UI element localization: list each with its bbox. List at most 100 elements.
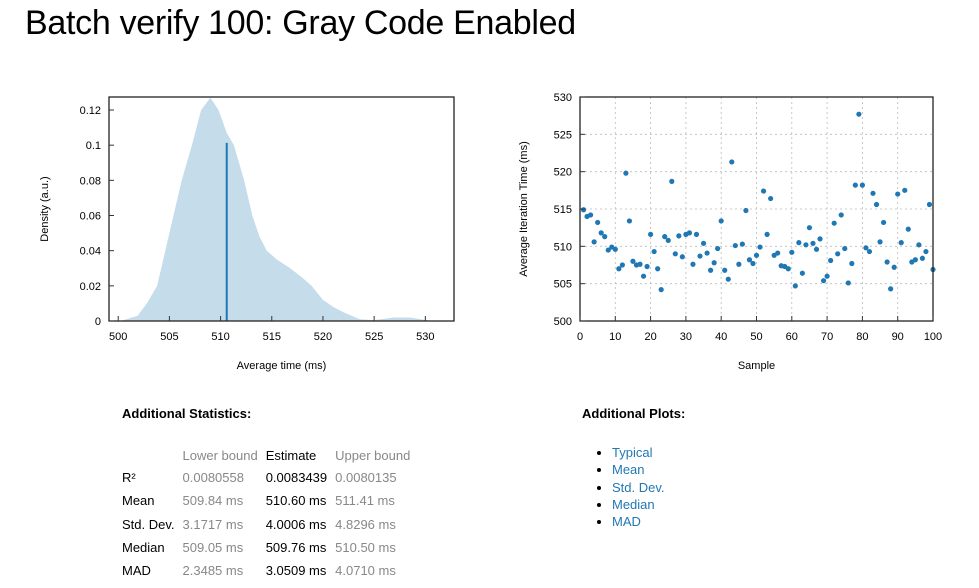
data-point xyxy=(760,188,767,194)
additional-statistics-heading: Additional Statistics: xyxy=(122,406,252,421)
data-point xyxy=(813,246,820,252)
data-point xyxy=(708,267,714,273)
x-axis-label: Average time (ms) xyxy=(237,360,327,372)
x-tick-label: 60 xyxy=(786,331,798,343)
data-point xyxy=(619,262,625,268)
table-row-mad: MAD 2.3485 ms 3.0509 ms 4.0710 ms xyxy=(118,559,414,582)
data-point xyxy=(898,240,904,246)
data-point xyxy=(665,237,671,243)
data-point xyxy=(630,258,636,264)
data-point xyxy=(662,234,668,240)
data-point xyxy=(799,270,805,276)
x-tick-label: 515 xyxy=(263,331,281,343)
lower-bound: 3.1717 ms xyxy=(182,516,244,532)
data-point xyxy=(849,260,855,267)
data-point xyxy=(591,239,597,245)
data-point xyxy=(598,230,604,236)
table-header-row: Lower bound Estimate Upper bound xyxy=(118,444,414,466)
page-title: Batch verify 100: Gray Code Enabled xyxy=(25,4,576,42)
list-item: MAD xyxy=(612,513,665,530)
data-point xyxy=(626,218,633,224)
x-tick-label: 0 xyxy=(577,331,583,343)
lower-bound: 509.05 ms xyxy=(182,540,244,556)
data-point xyxy=(891,264,897,270)
y-tick-label: 0.12 xyxy=(80,105,101,117)
upper-bound: 4.8296 ms xyxy=(335,516,396,532)
statistics-table: Lower bound Estimate Upper bound R² 0.008… xyxy=(118,444,414,582)
x-tick-label: 20 xyxy=(644,331,656,343)
data-point xyxy=(700,240,707,246)
header-lower-bound: Lower bound xyxy=(182,447,258,463)
upper-bound: 511.41 ms xyxy=(335,493,395,509)
data-point xyxy=(870,190,876,196)
lower-bound: 2.3485 ms xyxy=(182,563,244,579)
header-upper-bound: Upper bound xyxy=(335,447,411,463)
data-point xyxy=(750,260,756,267)
data-point xyxy=(856,111,862,117)
x-tick-label: 100 xyxy=(924,331,942,343)
data-point xyxy=(743,207,749,214)
row-label: MAD xyxy=(122,563,151,579)
data-point xyxy=(651,248,657,255)
data-point xyxy=(888,286,894,292)
upper-bound: 0.0080135 xyxy=(335,470,397,486)
data-point xyxy=(916,242,922,248)
data-point xyxy=(880,219,887,226)
density-plot[interactable]: 500 505 510 515 520 525 530 0 0.02 0.04 0.06 0.08 0.… xyxy=(39,96,455,372)
data-point xyxy=(768,195,774,202)
y-tick-label: 530 xyxy=(554,92,572,104)
data-point xyxy=(580,207,587,213)
upper-bound: 510.50 ms xyxy=(335,540,396,556)
row-label: Median xyxy=(122,540,165,556)
y-axis-label: Average Iteration Time (ms) xyxy=(518,141,530,277)
data-point xyxy=(711,260,717,266)
y-tick-label: 0.02 xyxy=(80,281,101,293)
data-point xyxy=(820,278,827,284)
data-point xyxy=(905,226,911,232)
std-dev-plot-link[interactable]: Std. Dev. xyxy=(612,479,665,495)
mean-plot-link[interactable]: Mean xyxy=(612,462,645,478)
data-point xyxy=(863,245,869,251)
data-point xyxy=(785,266,791,272)
typical-plot-link[interactable]: Typical xyxy=(612,445,653,460)
y-tick-label: 0 xyxy=(95,316,101,328)
data-point xyxy=(806,225,813,231)
iteration-times-plot[interactable]: 0 10 20 30 40 50 60 70 80 90 100 500 505 510 515 520 525… xyxy=(518,92,942,372)
x-tick-label: 50 xyxy=(750,331,762,343)
data-point xyxy=(644,263,650,270)
data-point xyxy=(753,252,760,258)
median-plot-link[interactable]: Median xyxy=(612,496,655,512)
data-point xyxy=(803,242,809,248)
mad-plot-link[interactable]: MAD xyxy=(612,514,641,530)
data-point xyxy=(817,236,823,242)
data-point xyxy=(828,257,834,264)
data-point xyxy=(764,231,770,237)
data-point xyxy=(640,273,647,279)
table-row-r2: R² 0.0080558 0.0083439 0.0080135 xyxy=(118,466,414,489)
data-point xyxy=(919,255,926,261)
lower-bound: 509.84 ms xyxy=(182,493,244,509)
data-point xyxy=(859,182,866,188)
data-point xyxy=(715,245,721,252)
list-item: Mean xyxy=(612,461,665,478)
plot-frame xyxy=(108,96,455,322)
header-estimate: Estimate xyxy=(265,447,317,463)
data-point xyxy=(616,266,622,272)
table-row-mean: Mean 509.84 ms 510.60 ms 511.41 ms xyxy=(118,489,414,512)
list-item: Std. Dev. xyxy=(612,479,665,496)
density-area xyxy=(120,97,434,321)
data-point xyxy=(739,241,745,247)
data-point xyxy=(757,244,763,250)
data-point xyxy=(725,276,731,282)
data-point xyxy=(595,219,601,226)
data-point xyxy=(697,253,703,259)
x-tick-label: 525 xyxy=(365,331,383,343)
additional-plots-list: Typical Mean Std. Dev. Median MAD xyxy=(592,444,665,530)
data-point xyxy=(923,248,929,255)
data-point xyxy=(775,250,781,256)
x-tick-label: 40 xyxy=(715,331,727,343)
row-label: R² xyxy=(122,470,136,486)
estimate: 0.0083439 xyxy=(265,470,328,486)
row-label: Mean xyxy=(122,493,155,509)
estimate: 4.0006 ms xyxy=(265,516,327,532)
